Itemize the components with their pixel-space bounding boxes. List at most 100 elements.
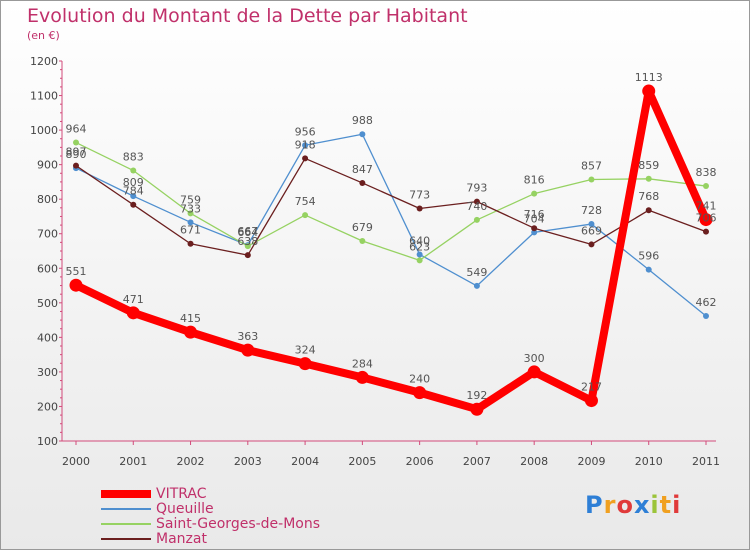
data-point [470,402,484,416]
data-label: 679 [352,221,373,234]
data-point [413,386,427,400]
data-point [645,207,652,214]
data-point [531,229,538,236]
x-tick-label: 2007 [463,455,491,468]
series-lines [69,84,713,416]
y-tick-label: 500 [37,297,58,310]
data-point [473,198,480,205]
data-point [73,139,79,146]
data-label: 773 [409,189,430,202]
data-point [244,243,251,250]
y-tick-label: 900 [37,159,58,172]
data-label: 192 [466,389,487,402]
data-label: 816 [524,174,545,187]
x-tick-label: 2004 [291,455,319,468]
data-point [473,282,480,289]
y-tick-label: 100 [37,435,58,448]
data-point [584,394,598,408]
x-tick-label: 2008 [520,455,548,468]
data-point [642,84,656,98]
legend-label: VITRAC [156,486,207,502]
data-point [359,179,366,186]
data-point [588,176,595,183]
data-label: 638 [237,235,258,248]
data-point [359,237,366,244]
data-label: 549 [466,266,487,279]
data-label: 284 [352,357,373,370]
data-label: 728 [581,204,602,217]
data-label: 471 [123,293,144,306]
data-point [302,212,309,219]
data-point [187,219,194,226]
x-tick-label: 2011 [692,455,720,468]
data-label: 733 [180,202,201,215]
data-point [73,162,79,169]
data-point [355,370,369,384]
data-label: 740 [466,200,487,213]
logo-letter: x [633,491,651,519]
data-label: 623 [409,240,430,253]
data-label: 217 [581,381,602,394]
data-label: 640 [409,234,430,247]
data-point [184,325,198,339]
data-label: 667 [237,225,258,238]
data-point [703,312,709,319]
data-point [645,266,652,273]
y-tick-label: 700 [37,228,58,241]
data-point [126,306,140,320]
y-tick-label: 200 [37,400,58,413]
chart-title: Evolution du Montant de la Dette par Hab… [27,5,468,27]
legend-label: Queuille [156,501,214,517]
logo-letter: r [603,491,617,519]
y-tick-label: 400 [37,331,58,344]
data-label: 669 [581,224,602,237]
data-label: 988 [352,114,373,127]
data-label: 1113 [635,71,663,84]
data-label: 847 [352,163,373,176]
data-label: 754 [295,195,316,208]
x-tick-label: 2006 [406,455,434,468]
legend-swatch [101,508,151,510]
logo-letter: t [659,491,673,519]
data-label: 716 [524,208,545,221]
logo-letter: i [650,491,660,519]
legend-item: Queuille [101,501,214,517]
data-label: 551 [66,265,87,278]
x-tick-label: 2003 [234,455,262,468]
data-label: 768 [638,190,659,203]
data-label: 363 [237,330,258,343]
legend-item: Manzat [101,531,207,547]
data-point [703,183,709,190]
data-point [302,142,309,149]
series-line [72,87,710,414]
data-point [531,225,538,232]
axes: 100 200 300 400 500 600 700 800 900 1000 1100 1200 2… [30,55,720,468]
data-point [699,213,713,227]
y-tick-label: 300 [37,366,58,379]
x-tick-label: 2000 [62,455,90,468]
data-label: 300 [524,352,545,365]
data-point [416,257,423,264]
data-point [69,278,83,292]
data-point [244,252,251,259]
data-label: 704 [524,212,545,225]
x-tick-label: 2005 [348,455,376,468]
series-line [75,133,707,317]
data-point [241,343,255,357]
x-tick-label: 2001 [119,455,147,468]
data-label: 415 [180,312,201,325]
x-tick-label: 2002 [177,455,205,468]
series-line [75,141,707,261]
data-label: 240 [409,373,430,386]
legend-swatch [101,490,151,498]
legend-label: Manzat [156,531,207,547]
legend-item: Saint-Georges-de-Mons [101,516,320,532]
data-labels: 890 809 733 667 956 988 640 549 704 728 596 462 964 8… [66,71,717,402]
y-tick-label: 1100 [30,90,58,103]
data-point [416,251,423,258]
logo-letter: o [616,491,634,519]
data-label: 883 [123,151,144,164]
data-label: 462 [696,296,717,309]
data-label: 706 [696,212,717,225]
data-point [473,216,480,223]
